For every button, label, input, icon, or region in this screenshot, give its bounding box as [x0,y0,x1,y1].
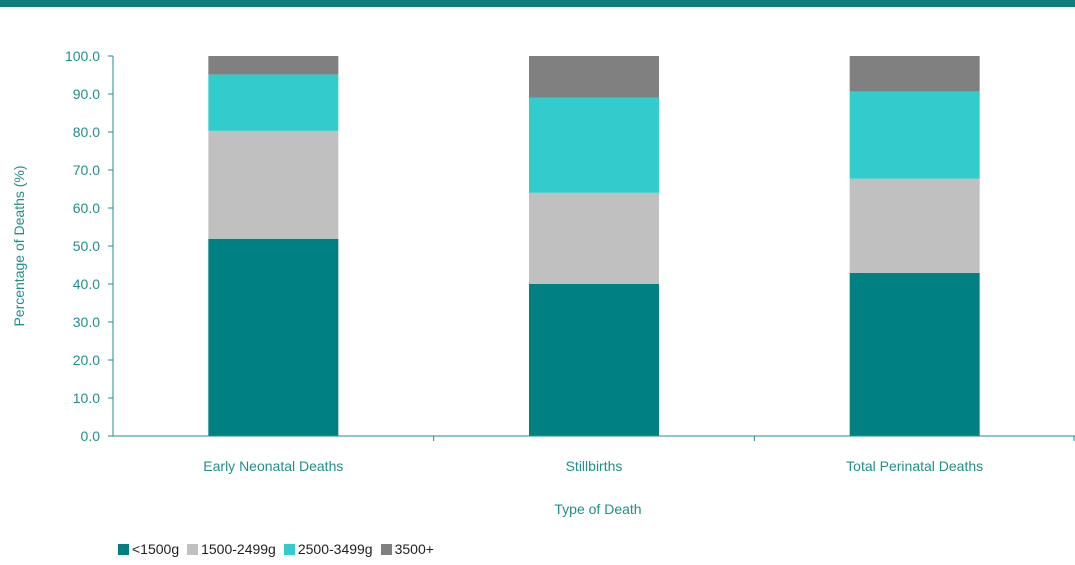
bar-total-perinatal-deaths-series-0 [849,272,980,436]
x-tick-label-total-perinatal-deaths: Total Perinatal Deaths [846,458,983,474]
bar-early-neonatal-deaths-series-1 [208,130,339,239]
bar-stillbirths-series-2 [529,97,659,193]
y-axis-title: Percentage of Deaths (%) [11,165,27,326]
y-tick-label: 100.0 [65,48,100,64]
y-tick-label: 50.0 [73,238,100,254]
legend-label-lt1500: <1500g [132,541,180,557]
chart-legend: <1500g 1500-2499g 2500-3499g 3500+ [118,541,434,557]
legend-label-2500-3499: 2500-3499g [297,541,373,557]
legend-swatch-1500-2499 [187,543,199,555]
top-rule [0,0,1075,7]
legend-swatch-lt1500 [118,543,129,555]
y-tick-label: 40.0 [73,276,100,292]
legend-label-3500plus: 3500+ [394,541,434,557]
bar-stillbirths-series-1 [529,192,659,284]
legend-item-lt1500: <1500g [118,541,179,557]
y-tick-label: 60.0 [73,200,100,216]
y-tick-label: 10.0 [73,390,100,406]
axes-layer: Early Neonatal Deaths Stillbirths Total Pe… [65,48,1075,474]
legend-swatch-3500plus [380,543,392,555]
y-tick-label: 80.0 [73,124,100,140]
legend-label-1500-2499: 1500-2499g [201,541,276,557]
y-tick-label: 20.0 [73,352,100,368]
bar-early-neonatal-deaths-series-2 [208,74,339,131]
x-tick-label-stillbirths: Stillbirths [566,458,623,474]
bar-total-perinatal-deaths-series-1 [849,178,980,273]
y-tick-label: 90.0 [73,86,100,102]
legend-item-3500plus: 3500+ [380,541,434,557]
legend-swatch-2500-3499 [283,543,295,555]
bar-stillbirths-series-0 [529,284,659,436]
legend-item-2500-3499: 2500-3499g [283,541,373,557]
x-axis-title: Type of Death [554,501,641,517]
bar-early-neonatal-deaths-series-3 [208,56,339,75]
bars-layer [208,56,980,436]
y-tick-label: 0.0 [81,428,101,444]
legend-item-1500-2499: 1500-2499g [187,541,276,557]
bar-total-perinatal-deaths-series-3 [849,56,980,92]
y-tick-label: 30.0 [73,314,100,330]
x-tick-label-early-neonatal-deaths: Early Neonatal Deaths [203,458,343,474]
y-tick-label: 70.0 [73,162,100,178]
bar-stillbirths-series-3 [529,56,659,98]
bar-total-perinatal-deaths-series-2 [849,91,980,179]
bar-early-neonatal-deaths-series-0 [208,238,339,436]
